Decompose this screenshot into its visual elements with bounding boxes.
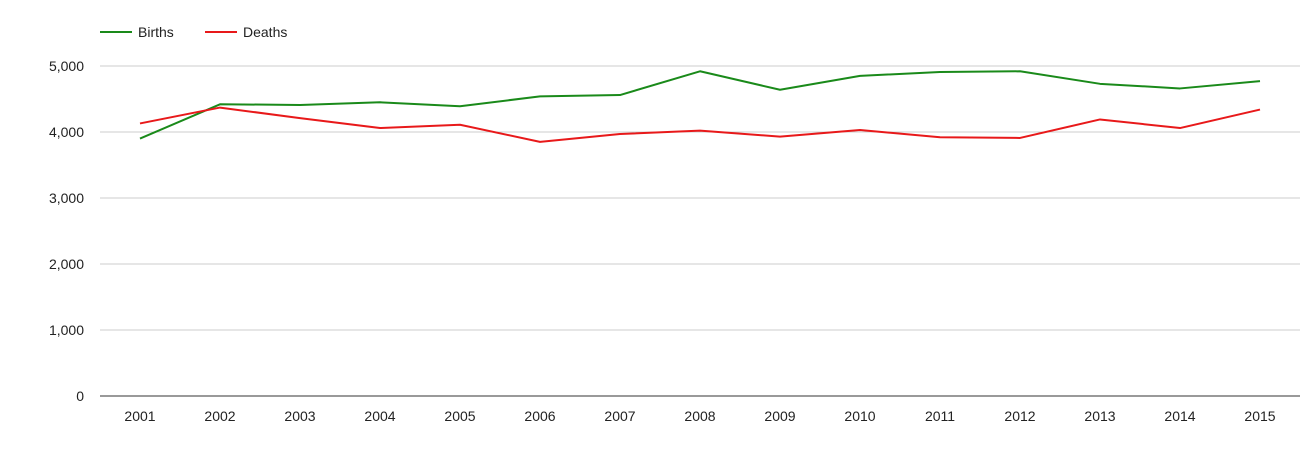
y-tick-label: 1,000	[49, 322, 84, 338]
deaths-series-line	[139, 106, 1261, 143]
x-tick-label: 2001	[124, 408, 155, 424]
births-legend-label: Births	[138, 24, 174, 40]
x-tick-label: 2009	[764, 408, 795, 424]
y-tick-label: 2,000	[49, 256, 84, 272]
gridlines	[100, 65, 1300, 397]
y-tick-label: 4,000	[49, 124, 84, 140]
x-tick-label: 2005	[444, 408, 475, 424]
y-tick-label: 3,000	[49, 190, 84, 206]
x-tick-label: 2011	[925, 408, 955, 424]
x-axis-ticks: 2001 2002 2003 2004 2005 2006 2007 2008 2009 2010…	[124, 408, 1275, 424]
x-tick-label: 2003	[284, 408, 315, 424]
deaths-legend-label: Deaths	[243, 24, 287, 40]
x-tick-label: 2008	[684, 408, 715, 424]
y-tick-label: 0	[76, 388, 84, 404]
x-tick-label: 2012	[1004, 408, 1035, 424]
x-tick-label: 2004	[364, 408, 395, 424]
legend: Births Deaths	[100, 24, 287, 40]
x-tick-label: 2015	[1244, 408, 1275, 424]
x-tick-label: 2010	[844, 408, 875, 424]
y-axis-ticks: 0 1,000 2,000 3,000 4,000 5,000	[49, 58, 84, 404]
x-tick-label: 2006	[524, 408, 555, 424]
series-lines	[139, 70, 1261, 143]
x-tick-label: 2007	[604, 408, 635, 424]
y-tick-label: 5,000	[49, 58, 84, 74]
x-tick-label: 2013	[1084, 408, 1115, 424]
x-tick-label: 2002	[204, 408, 235, 424]
x-tick-label: 2014	[1164, 408, 1195, 424]
births-series-line	[139, 70, 1261, 140]
